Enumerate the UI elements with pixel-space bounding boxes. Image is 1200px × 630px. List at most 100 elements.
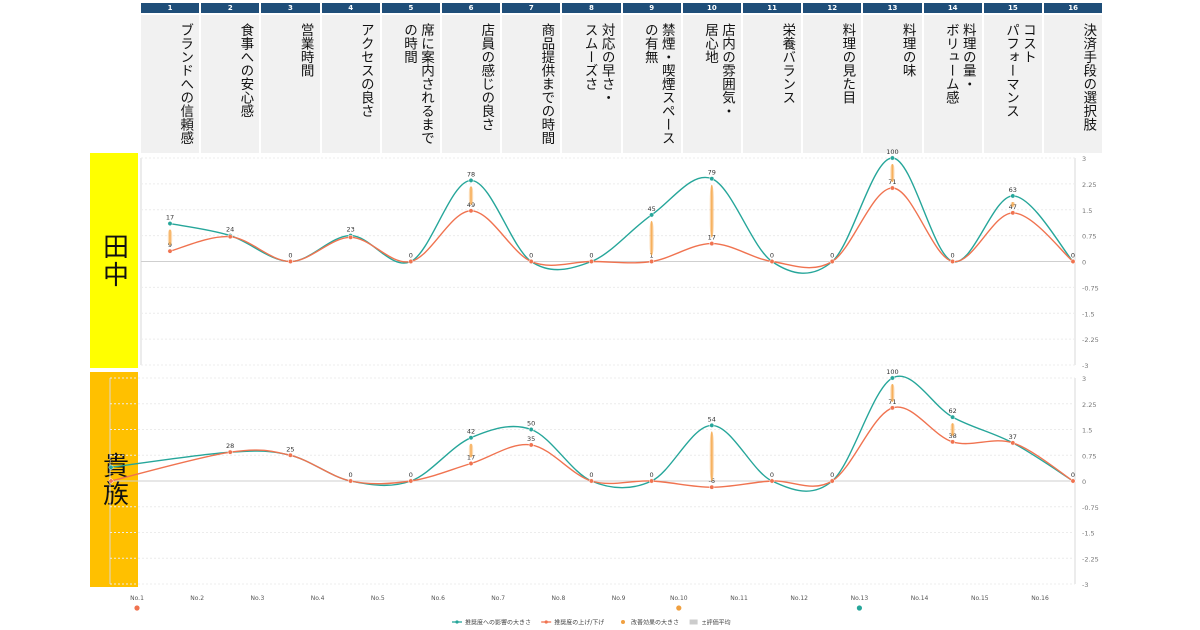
header-number: 14 [923, 3, 982, 13]
data-point [108, 464, 114, 470]
header-label-box: ブランドへの信頼感 [141, 15, 200, 153]
header-label: 対応の早さ・ スムーズさ [581, 23, 615, 104]
header-column: 9 禁煙・喫煙スペース の有無 [622, 3, 681, 153]
data-point [950, 259, 956, 264]
header-label: 料理の量・ ボリューム感 [942, 23, 976, 104]
data-label: 0 [830, 252, 834, 260]
header-column: 11 栄養バランス [743, 3, 802, 153]
data-point [287, 259, 293, 264]
data-label: 0 [529, 252, 533, 260]
data-point [1010, 440, 1016, 446]
data-label: 100 [886, 368, 898, 376]
y-tick-label: 1.5 [1082, 207, 1092, 215]
data-label: 45 [647, 205, 655, 213]
header-label: 店内の雰囲気・ 居心地 [701, 23, 735, 118]
data-label: 0 [951, 252, 955, 260]
legend: 推奨度への影響の大きさ 推奨度の上げ/下げ 改善効果の大きさ ±評価平均 [452, 619, 731, 627]
x-tick-label: No.12 [790, 595, 808, 602]
data-label: 0 [589, 252, 593, 260]
y-tick-label: -1.5 [1082, 530, 1095, 538]
row-label-tanaka-text: 田中 [98, 232, 129, 289]
header-column: 5 席に案内されるまで の時間 [381, 3, 440, 153]
data-point [227, 449, 233, 455]
header-column: 10 店内の雰囲気・ 居心地 [682, 3, 741, 153]
legend-swatch-dot [621, 620, 625, 624]
improvement-marker [889, 384, 896, 402]
header-label-box: 対応の早さ・ スムーズさ [562, 15, 621, 153]
header-label: 食事への安心感 [237, 23, 254, 118]
data-label: 17 [166, 214, 174, 222]
data-label: 35 [527, 435, 535, 443]
header-number: 16 [1044, 3, 1103, 13]
header-label: 商品提供までの時間 [538, 23, 555, 145]
data-point [167, 221, 173, 227]
y-tick-label: 2.25 [1082, 401, 1096, 409]
y-tick-label: -3 [1082, 362, 1088, 370]
data-label: 37 [1009, 433, 1017, 441]
header-number: 2 [201, 3, 260, 13]
data-point [588, 259, 594, 264]
header-label: 禁煙・喫煙スペース の有無 [641, 23, 675, 145]
y-tick-label: 0 [1082, 478, 1086, 486]
data-point [1010, 193, 1016, 199]
data-point [950, 414, 956, 420]
header-column: 1 ブランドへの信頼感 [141, 3, 200, 153]
series-line-updown [110, 406, 1074, 488]
data-label: 50 [527, 420, 535, 428]
legend-label: ±評価平均 [702, 619, 731, 627]
data-label: 0 [1071, 252, 1075, 260]
data-point [588, 478, 594, 484]
header-grid: 1 ブランドへの信頼感 2 食事への安心感 3 営業時間 4 アクセスの良さ 5 席に案内されるま… [141, 3, 1104, 153]
data-point [468, 177, 474, 183]
data-point [468, 208, 474, 214]
legend-swatch-dot [455, 620, 459, 624]
header-number: 11 [743, 3, 802, 13]
header-label-box: 食事への安心感 [201, 15, 260, 153]
axis-highlight-dot [676, 605, 682, 611]
header-number: 12 [803, 3, 862, 13]
data-label: 0 [650, 471, 654, 479]
x-tick-label: No.7 [491, 595, 505, 602]
axis-highlight-dot [856, 605, 863, 611]
header-column: 2 食事への安心感 [201, 3, 260, 153]
header-number: 13 [863, 3, 922, 13]
header-label-box: 栄養バランス [743, 15, 802, 153]
data-label: 0 [770, 252, 774, 260]
header-label-box: 席に案内されるまで の時間 [381, 15, 440, 153]
data-label: 78 [467, 170, 475, 178]
data-point [709, 484, 715, 490]
series-line-impact [169, 157, 1074, 274]
data-label: 0 [589, 471, 593, 479]
legend-label: 推奨度の上げ/下げ [554, 619, 604, 627]
header-number: 10 [682, 3, 741, 13]
data-point [769, 259, 775, 264]
header-label: 料理の味 [899, 23, 916, 77]
data-point [468, 435, 474, 441]
data-point [528, 442, 534, 448]
data-label: 79 [708, 169, 716, 177]
legend-swatch [689, 619, 698, 625]
x-tick-label: No.11 [730, 595, 748, 602]
legend-label: 推奨度への影響の大きさ [465, 619, 531, 627]
header-label: ブランドへの信頼感 [177, 23, 194, 145]
header-number: 4 [321, 3, 380, 13]
chart-panel-1: 3 2.25 1.5 0.75 0 -0.75 -1.5 -2.25 -3 17 24 0 23 0 78 0… [140, 148, 1099, 370]
data-point [709, 176, 715, 182]
data-point [167, 248, 173, 254]
data-label: 0 [349, 471, 353, 479]
header-column: 16 決済手段の選択肢 [1044, 3, 1103, 153]
y-tick-label: -2.25 [1082, 555, 1099, 563]
improvement-marker [889, 164, 896, 183]
improvement-marker [709, 184, 715, 238]
header-label-box: 料理の味 [863, 15, 922, 153]
data-label: 0 [288, 252, 292, 260]
header-label: アクセスの良さ [357, 23, 374, 118]
data-point [709, 422, 715, 428]
header-number: 6 [442, 3, 501, 13]
improvement-marker [950, 423, 956, 436]
x-tick-label: No.3 [251, 595, 265, 602]
data-point [889, 185, 895, 191]
y-tick-label: 3 [1082, 375, 1086, 383]
axis-highlight-dot [134, 605, 140, 611]
data-label: 0 [409, 471, 413, 479]
